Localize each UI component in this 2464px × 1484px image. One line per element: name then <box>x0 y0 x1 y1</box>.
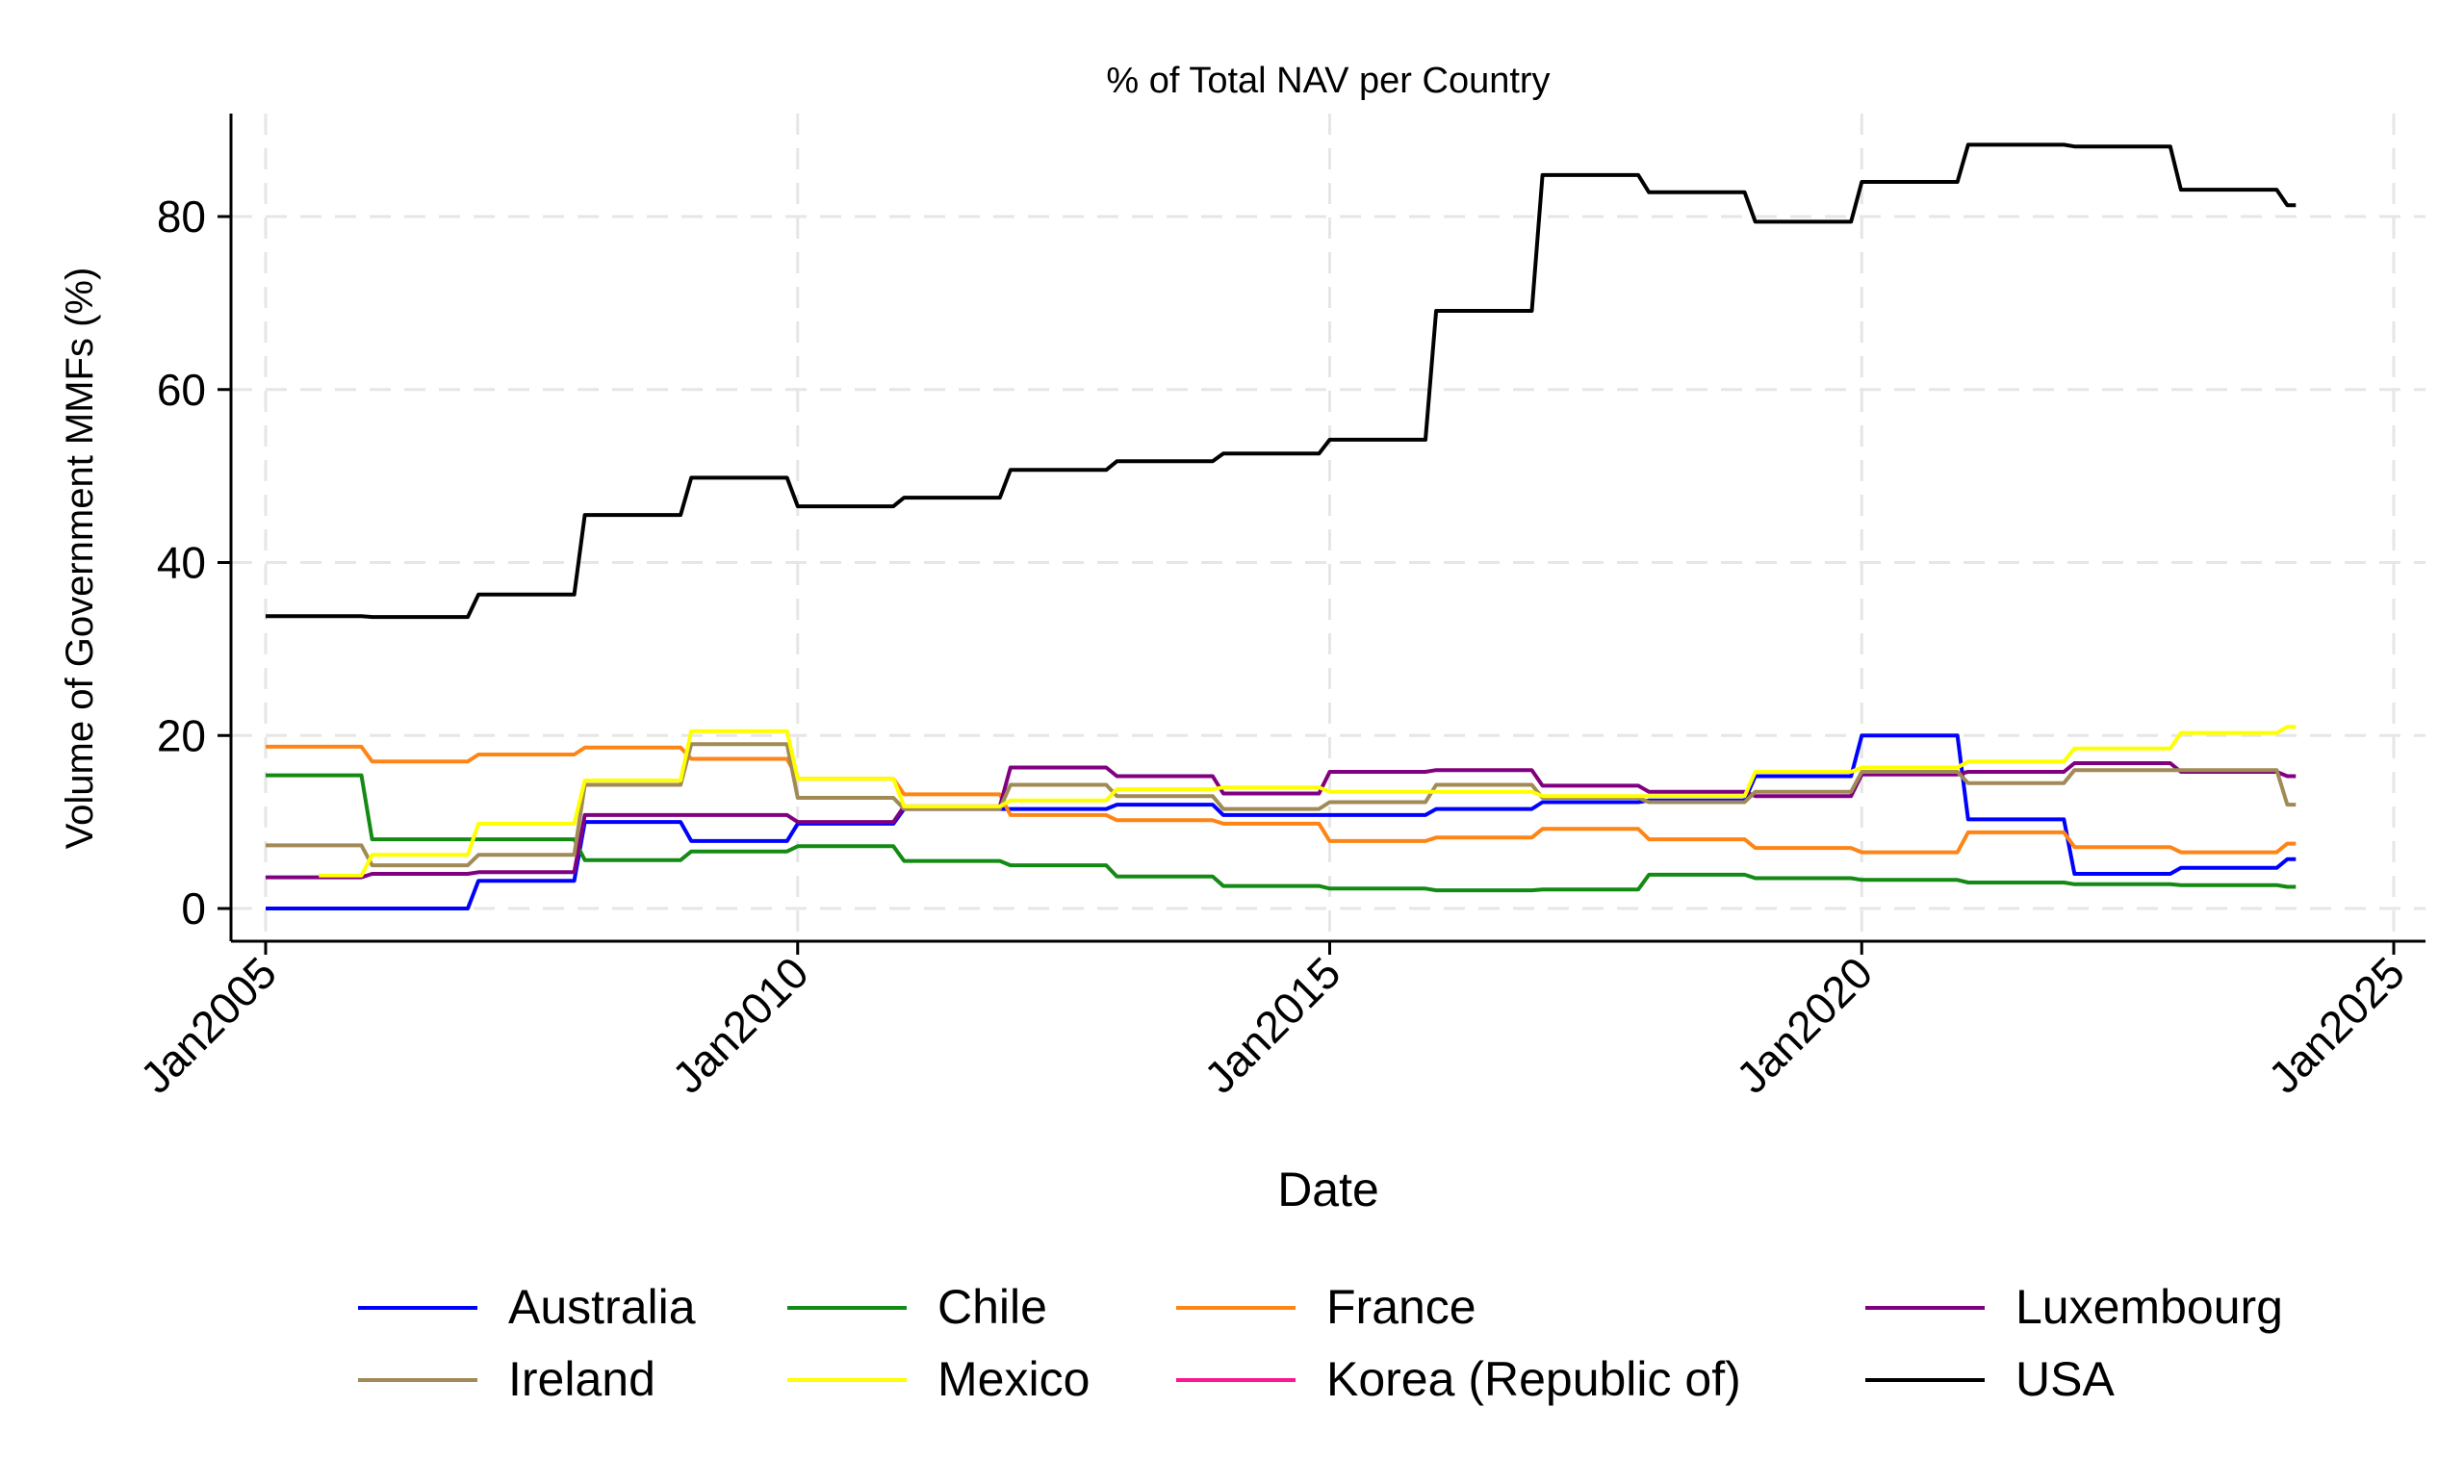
grid <box>231 114 2426 941</box>
legend-entry: USA <box>1865 1352 2115 1406</box>
x-axis-label: Date <box>1277 1163 1379 1216</box>
y-axis-label: Volume of Government MMFs (%) <box>59 268 101 850</box>
x-tick-label: Jan2015 <box>1194 947 1350 1103</box>
legend-entry: France <box>1176 1280 1476 1334</box>
chart-title: % of Total NAV per Country <box>1106 61 1550 101</box>
legend-label: Chile <box>937 1280 1047 1334</box>
legend-label: France <box>1326 1280 1476 1334</box>
x-tick-label: Jan2005 <box>130 947 286 1103</box>
legend-label: Ireland <box>508 1352 655 1406</box>
legend-entry: Korea (Republic of) <box>1176 1352 1741 1406</box>
legend-entry: Luxembourg <box>1865 1280 2283 1334</box>
legend-entry: Chile <box>787 1280 1047 1334</box>
series-line-luxembourg <box>266 761 2297 880</box>
x-tick-label: Jan2010 <box>662 947 818 1103</box>
x-tick-label: Jan2020 <box>1727 947 1883 1103</box>
series-lines <box>266 142 2297 910</box>
series-line-mexico <box>319 725 2297 878</box>
legend-label: Australia <box>508 1280 696 1334</box>
y-tick-label: 80 <box>157 192 206 242</box>
series-line-usa <box>266 142 2297 620</box>
series-line-france <box>266 744 2297 855</box>
legend: Australia Chile France Luxembourg Ireland Mex… <box>358 1280 2283 1406</box>
legend-entry: Australia <box>358 1280 696 1334</box>
series-line-australia <box>266 733 2297 910</box>
legend-label: Luxembourg <box>2015 1280 2283 1334</box>
y-tick-label: 40 <box>157 538 206 588</box>
axes: 0 20 40 60 80 Jan2005 Jan2010 Jan2015 Jan2020 Jan… <box>130 114 2426 1103</box>
y-tick-label: 60 <box>157 365 206 415</box>
legend-entry: Ireland <box>358 1352 655 1406</box>
y-tick-label: 0 <box>181 883 206 934</box>
legend-label: Korea (Republic of) <box>1326 1352 1741 1406</box>
series-line-ireland <box>266 742 2297 868</box>
y-tick-label: 20 <box>157 710 206 760</box>
series-line-chile <box>266 773 2297 893</box>
x-tick-label: Jan2025 <box>2258 947 2414 1103</box>
legend-entry: Mexico <box>787 1352 1090 1406</box>
legend-label: USA <box>2015 1352 2115 1406</box>
legend-label: Mexico <box>937 1352 1090 1406</box>
